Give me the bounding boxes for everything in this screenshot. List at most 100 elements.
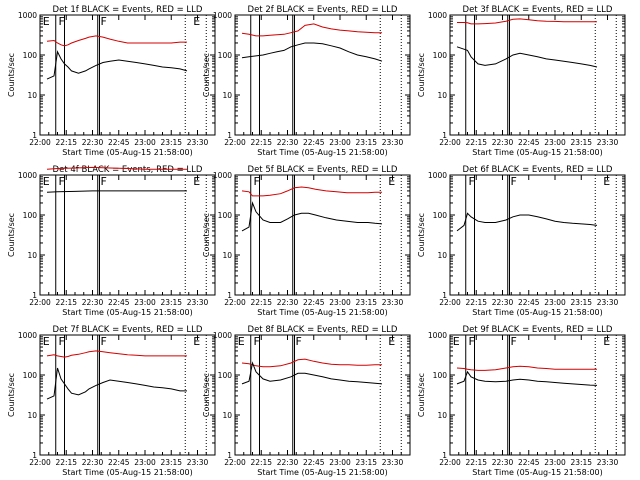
x-tick-label: 23:30 <box>187 458 209 467</box>
x-tick-label: 23:00 <box>329 458 351 467</box>
x-tick-label: 23:15 <box>570 298 592 307</box>
y-tick-label: 100 <box>218 211 233 220</box>
x-tick-label: 23:00 <box>544 298 566 307</box>
x-tick-label: 23:30 <box>597 298 619 307</box>
x-tick-label: 23:00 <box>329 298 351 307</box>
marker-label: F <box>101 15 107 28</box>
panel-title: Det 7f BLACK = Events, RED = LLD <box>53 325 203 335</box>
x-tick-label: 22:15 <box>465 458 487 467</box>
x-tick-label: 23:30 <box>382 458 404 467</box>
x-axis-label: Start Time (05-Aug-15 21:58:00) <box>62 468 193 477</box>
x-tick-label: 23:00 <box>329 138 351 147</box>
y-tick-label: 10 <box>27 91 37 100</box>
detector-panel: Det 5f BLACK = Events, RED = LLD 1 10 100 10… <box>202 165 411 317</box>
y-tick-label: 1000 <box>18 331 37 340</box>
events-series-line <box>241 42 383 62</box>
y-tick-label: 1000 <box>428 11 447 20</box>
x-tick-label: 22:00 <box>439 138 461 147</box>
x-tick-label: 22:30 <box>492 138 514 147</box>
marker-label: E <box>193 335 200 348</box>
y-tick-label: 1 <box>227 291 232 300</box>
x-tick-label: 22:00 <box>224 138 246 147</box>
x-tick-label: 22:45 <box>108 298 130 307</box>
events-series-line <box>456 212 598 232</box>
y-tick-label: 10 <box>222 251 232 260</box>
detector-panel: Det 9f BLACK = Events, RED = LLD 1 10 100 10… <box>417 325 626 477</box>
lld-series-line <box>456 365 597 371</box>
x-tick-label: 22:45 <box>303 298 325 307</box>
x-tick-label: 22:45 <box>303 458 325 467</box>
x-tick-label: 22:30 <box>82 298 104 307</box>
x-tick-label: 22:30 <box>82 458 104 467</box>
x-tick-label: 22:45 <box>108 138 130 147</box>
y-tick-label: 1000 <box>428 331 447 340</box>
x-axis-label: Start Time (05-Aug-15 21:58:00) <box>472 308 603 317</box>
x-tick-label: 23:30 <box>382 138 404 147</box>
marker-label: F <box>101 335 107 348</box>
x-tick-label: 22:15 <box>55 138 77 147</box>
y-tick-label: 100 <box>433 371 448 380</box>
marker-label: F <box>296 335 302 348</box>
marker-label: E <box>193 15 200 28</box>
marker-label: E <box>603 335 610 348</box>
x-tick-label: 22:00 <box>224 458 246 467</box>
x-tick-label: 23:15 <box>160 458 182 467</box>
lld-series-line <box>457 18 597 25</box>
x-tick-label: 23:00 <box>544 138 566 147</box>
x-tick-label: 22:00 <box>29 138 51 147</box>
x-tick-label: 22:45 <box>108 458 130 467</box>
detector-panel: Det 2f BLACK = Events, RED = LLD 1 10 100 10… <box>202 5 411 157</box>
x-tick-label: 23:15 <box>570 458 592 467</box>
x-axis-label: Start Time (05-Aug-15 21:58:00) <box>62 148 193 157</box>
x-tick-label: 23:00 <box>134 458 156 467</box>
y-tick-label: 1 <box>442 451 447 460</box>
y-axis-label: Counts/sec <box>202 53 211 97</box>
y-tick-label: 1 <box>32 131 37 140</box>
events-series-line <box>241 201 383 232</box>
y-tick-label: 100 <box>433 51 448 60</box>
marker-label: F <box>511 175 517 188</box>
x-tick-label: 23:00 <box>544 458 566 467</box>
marker-label: E <box>388 335 395 348</box>
x-tick-label: 22:45 <box>518 458 540 467</box>
y-tick-label: 1 <box>442 291 447 300</box>
x-tick-label: 22:15 <box>465 138 487 147</box>
x-tick-label: 23:15 <box>160 138 182 147</box>
y-tick-label: 100 <box>218 51 233 60</box>
y-tick-label: 10 <box>437 91 447 100</box>
x-tick-label: 22:00 <box>29 298 51 307</box>
y-tick-label: 1 <box>227 131 232 140</box>
lld-series-line <box>46 166 187 170</box>
y-tick-label: 1000 <box>213 11 232 20</box>
y-tick-label: 1 <box>32 291 37 300</box>
x-tick-label: 22:00 <box>439 298 461 307</box>
panel-title: Det 9f BLACK = Events, RED = LLD <box>463 325 613 335</box>
y-tick-label: 10 <box>27 251 37 260</box>
x-tick-label: 22:30 <box>277 458 299 467</box>
lld-series-line <box>46 350 187 358</box>
events-series-line <box>46 190 187 193</box>
x-tick-label: 22:30 <box>492 458 514 467</box>
x-tick-label: 22:15 <box>55 298 77 307</box>
x-axis-label: Start Time (05-Aug-15 21:58:00) <box>472 148 603 157</box>
x-tick-label: 23:30 <box>382 298 404 307</box>
lld-series-line <box>46 35 187 47</box>
marker-label: F <box>511 335 517 348</box>
x-tick-label: 22:15 <box>465 298 487 307</box>
plot-frame <box>449 174 626 296</box>
y-tick-label: 100 <box>218 371 233 380</box>
x-tick-label: 22:30 <box>277 138 299 147</box>
x-tick-label: 23:15 <box>355 458 377 467</box>
y-tick-label: 100 <box>23 211 38 220</box>
x-tick-label: 22:15 <box>55 458 77 467</box>
panel-title: Det 5f BLACK = Events, RED = LLD <box>248 165 398 175</box>
y-tick-label: 1000 <box>428 171 447 180</box>
x-axis-label: Start Time (05-Aug-15 21:58:00) <box>257 148 388 157</box>
detector-panel: Det 4f BLACK = Events, RED = LLD 1 10 100 10… <box>7 165 216 317</box>
plot-frame <box>234 14 411 136</box>
y-axis-label: Counts/sec <box>417 373 426 417</box>
y-tick-label: 1 <box>227 451 232 460</box>
x-tick-label: 22:15 <box>250 458 272 467</box>
x-tick-label: 22:15 <box>250 298 272 307</box>
x-axis-label: Start Time (05-Aug-15 21:58:00) <box>257 308 388 317</box>
